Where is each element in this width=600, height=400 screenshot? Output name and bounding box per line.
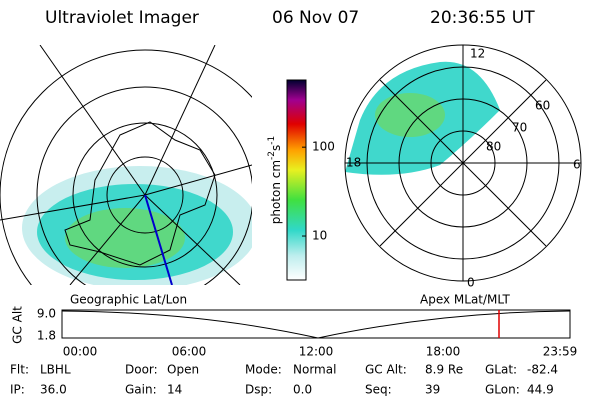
time: 20:36:55 UT (430, 8, 535, 28)
mlat-label: 60 (535, 99, 550, 113)
status-label: Door: (125, 363, 158, 377)
date: 06 Nov 07 (272, 8, 359, 28)
colorbar-tick-label: 100 (312, 140, 335, 154)
colorbar (286, 79, 307, 281)
status-label: Seq: (365, 383, 392, 397)
x-label: 18:00 (426, 345, 461, 359)
status-label: IP: (10, 383, 25, 397)
status-label: Dsp: (245, 383, 272, 397)
status-value: Normal (293, 363, 336, 377)
mlt-label: 6 (573, 158, 581, 172)
status-value: 44.9 (527, 383, 554, 397)
mlt-label: 18 (346, 156, 361, 170)
apex-image (344, 44, 582, 282)
status-label: GLon: (485, 383, 520, 397)
mlat-label: 80 (486, 140, 501, 154)
status-value: -82.4 (527, 363, 558, 377)
x-label: 00:00 (63, 345, 98, 359)
x-label: 06:00 (172, 345, 207, 359)
mlat-label: 70 (512, 121, 527, 135)
y-label: 9.0 (37, 307, 56, 321)
label-exponent: -1 (267, 136, 277, 145)
axis-label: GC Alt (11, 306, 25, 344)
status-value: 39 (425, 383, 440, 397)
status-label: GLat: (485, 363, 517, 377)
status-value: 14 (167, 383, 182, 397)
status-value: Open (167, 363, 199, 377)
altitude-curve (61, 310, 571, 339)
x-label: 12:00 (299, 345, 334, 359)
status-value: 0.0 (293, 383, 312, 397)
status-label: Flt: (10, 363, 29, 377)
title: Ultraviolet Imager (45, 8, 199, 28)
timeline-title: Geographic Lat/Lon (70, 293, 187, 307)
geographic-image (0, 45, 252, 285)
label-unit: s (269, 145, 283, 151)
label-exponent: -2 (267, 151, 277, 160)
x-label: 23:59 (543, 345, 578, 359)
status-label: GC Alt: (365, 363, 407, 377)
colorbar-label: photon cm-2s-1 (267, 136, 283, 225)
status-value: 8.9 Re (425, 363, 463, 377)
mlt-label: 0 (467, 276, 475, 290)
status-label: Mode: (245, 363, 282, 377)
mlt-label: 12 (470, 47, 485, 61)
colorbar-tick-label: 10 (312, 229, 327, 243)
label-text: photon cm (269, 160, 283, 224)
status-label: Gain: (125, 383, 157, 397)
timeline-title: Apex MLat/MLT (420, 293, 510, 307)
y-label: 1.8 (37, 329, 56, 343)
status-value: LBHL (40, 363, 71, 377)
status-value: 36.0 (40, 383, 67, 397)
